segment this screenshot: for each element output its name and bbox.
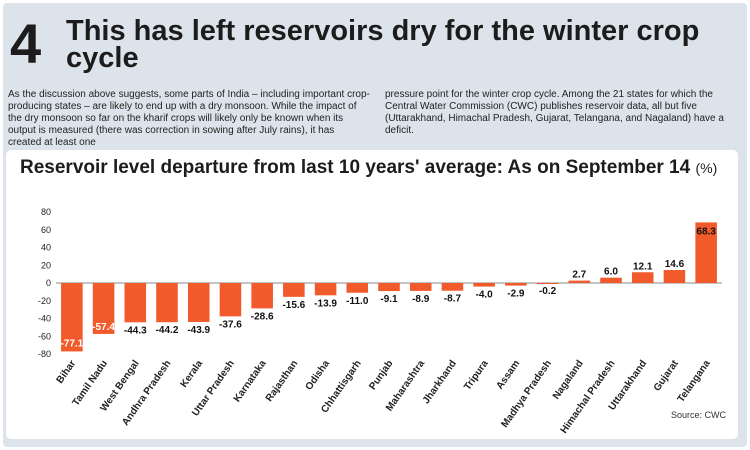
bar-value-label: -13.9	[314, 298, 337, 309]
bar	[695, 222, 717, 283]
y-tick-label: -60	[38, 331, 51, 341]
section-number: 4	[10, 12, 42, 75]
category-label: Telangana	[676, 358, 713, 405]
bar-value-label: -15.6	[282, 300, 305, 311]
bar-value-label: -4.0	[476, 290, 494, 301]
bar-value-label: -44.2	[156, 325, 179, 336]
category-label: Gujarat	[652, 358, 681, 394]
bar	[536, 283, 559, 284]
y-tick-label: -40	[38, 314, 51, 324]
bar	[346, 283, 369, 293]
headline: This has left reservoirs dry for the win…	[66, 15, 700, 74]
bar	[568, 280, 591, 283]
bar	[156, 283, 178, 323]
category-label: Punjab	[367, 358, 395, 392]
y-tick-label: 80	[41, 207, 51, 217]
chart-unit: (%)	[695, 160, 718, 176]
bar-value-label: 12.1	[633, 261, 653, 272]
category-label: Assam	[494, 358, 522, 391]
bar	[219, 283, 242, 317]
chart-title-text: Reservoir level departure from last 10 y…	[20, 157, 691, 178]
bar	[473, 283, 495, 287]
category-label: Kerala	[179, 358, 206, 390]
y-tick-label: -20	[38, 296, 51, 306]
bar	[600, 277, 622, 283]
bar	[314, 283, 337, 296]
bar	[409, 283, 432, 291]
y-tick-label: 20	[41, 260, 51, 270]
category-label: Tripura	[462, 358, 491, 392]
intro-paragraph-left: As the discussion above suggests, some p…	[8, 89, 370, 148]
category-label: Bihar	[55, 358, 79, 385]
category-label: Rajasthan	[264, 358, 300, 403]
bar-value-label: 2.7	[572, 270, 586, 281]
bar-value-label: 68.3	[696, 226, 716, 237]
intro-paragraph-right: pressure point for the winter crop cycle…	[385, 89, 724, 136]
category-label: Odisha	[304, 358, 333, 392]
y-tick-label: 40	[41, 243, 51, 253]
bar	[441, 283, 464, 291]
bar	[187, 283, 210, 322]
bar	[124, 283, 147, 323]
bar	[283, 283, 305, 297]
bar-value-label: -28.6	[251, 311, 274, 322]
bar-value-label: -77.1	[60, 338, 83, 349]
y-tick-label: 0	[46, 278, 51, 288]
bar-value-label: 14.6	[665, 259, 685, 270]
bar-value-label: -0.2	[539, 286, 557, 297]
bar-value-label: -44.3	[124, 325, 147, 336]
bar	[505, 283, 527, 286]
bar-value-label: -11.0	[346, 296, 369, 307]
y-tick-label: -80	[38, 349, 51, 359]
bar-value-label: -43.9	[187, 325, 210, 336]
source-note: Source: CWC	[670, 410, 726, 420]
category-label: Nagaland	[551, 358, 586, 401]
bar-value-label: -37.6	[219, 319, 242, 330]
bar	[251, 283, 273, 309]
bar	[61, 283, 83, 352]
bar-value-label: 6.0	[604, 267, 618, 278]
bar-value-label: -9.1	[380, 294, 398, 305]
chart-title: Reservoir level departure from last 10 y…	[20, 157, 732, 179]
bar	[378, 283, 400, 292]
y-tick-label: 60	[41, 225, 51, 235]
bar	[663, 270, 686, 283]
bar-value-label: -57.4	[92, 322, 115, 333]
bar-value-label: -8.7	[444, 294, 462, 305]
bar-value-label: -2.9	[507, 289, 525, 300]
bar	[631, 272, 654, 283]
bar-value-label: -8.9	[412, 294, 430, 305]
bar	[92, 283, 115, 334]
